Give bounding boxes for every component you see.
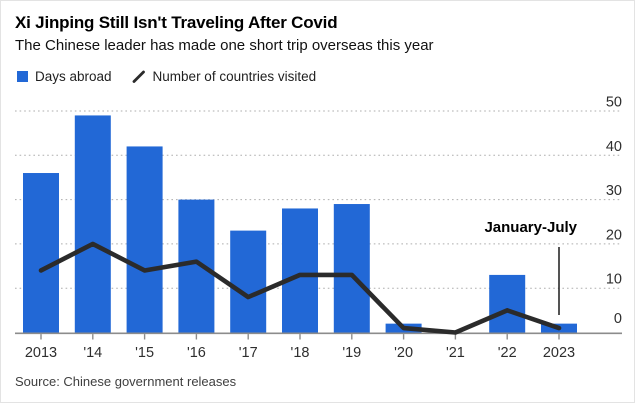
bar xyxy=(489,274,526,333)
y-axis-label: 10 xyxy=(606,272,622,288)
chart-subtitle: The Chinese leader has made one short tr… xyxy=(15,37,434,54)
x-axis-label: '16 xyxy=(187,345,206,361)
x-axis-label: '14 xyxy=(83,345,102,361)
annotation-label: January-July xyxy=(484,219,577,236)
legend-item-countries-visited: Number of countries visited xyxy=(132,69,317,84)
x-axis-label: '17 xyxy=(239,345,258,361)
bar xyxy=(178,199,215,333)
x-axis-label: '19 xyxy=(342,345,361,361)
x-axis-label: '22 xyxy=(498,345,517,361)
x-axis-label: '18 xyxy=(291,345,310,361)
legend-label-countries-visited: Number of countries visited xyxy=(152,69,317,84)
bar xyxy=(74,115,111,333)
trend-line xyxy=(38,241,562,335)
y-axis-label: 30 xyxy=(606,183,622,199)
bar xyxy=(230,230,267,333)
legend-label-days-abroad: Days abroad xyxy=(35,69,112,84)
y-axis-label: 40 xyxy=(606,139,622,155)
x-axis-label: '15 xyxy=(135,345,154,361)
bar xyxy=(23,173,59,333)
bar-series-swatch-icon xyxy=(17,71,28,82)
y-axis-label: 0 xyxy=(614,311,622,327)
x-axis-label: '20 xyxy=(394,345,413,361)
chart-legend: Days abroad Number of countries visited xyxy=(17,69,316,84)
x-axis-label: '21 xyxy=(446,345,465,361)
x-axis-label: 2023 xyxy=(543,345,575,361)
line-series-slash-icon xyxy=(132,70,145,83)
legend-item-days-abroad: Days abroad xyxy=(17,69,112,84)
bar xyxy=(282,208,318,333)
y-axis-label: 50 xyxy=(606,95,622,111)
source-credit: Source: Chinese government releases xyxy=(15,374,237,389)
bar xyxy=(333,204,370,333)
y-axis-label: 20 xyxy=(606,227,622,243)
page-title: Xi Jinping Still Isn't Traveling After C… xyxy=(15,13,338,32)
bar xyxy=(126,146,163,333)
x-axis-label: 2013 xyxy=(25,345,57,361)
